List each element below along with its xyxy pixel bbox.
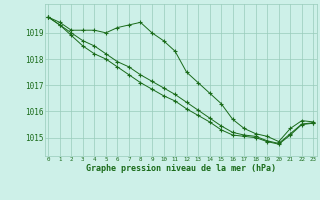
X-axis label: Graphe pression niveau de la mer (hPa): Graphe pression niveau de la mer (hPa): [86, 164, 276, 173]
